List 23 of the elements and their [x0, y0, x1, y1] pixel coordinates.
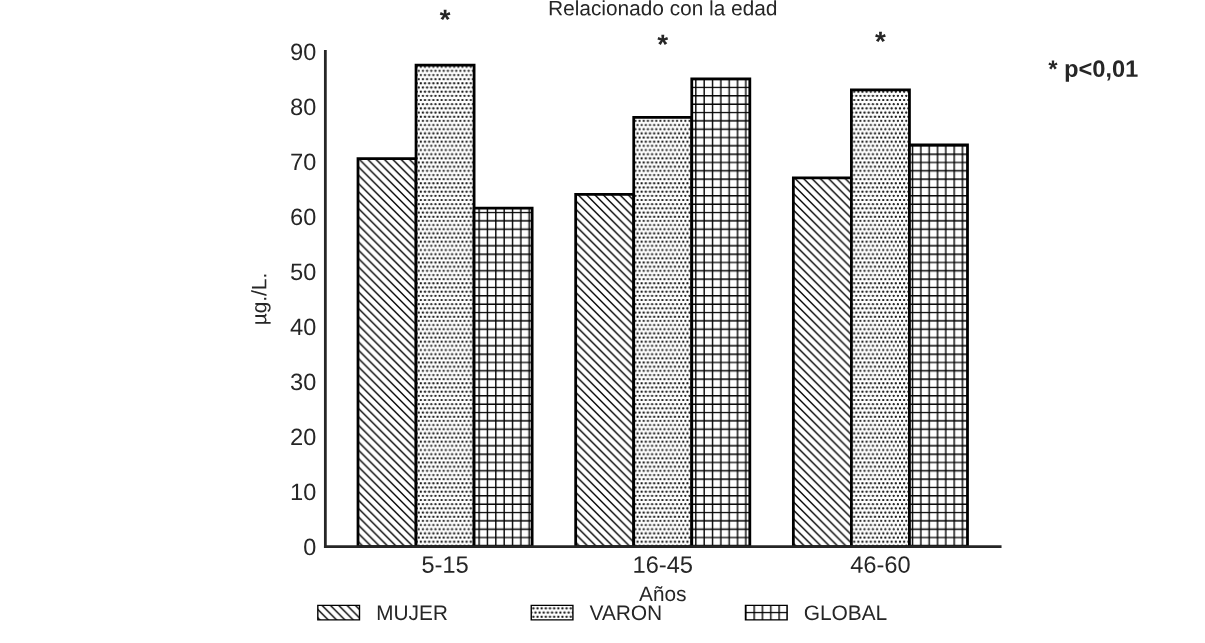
y-tick-label: 40 [290, 318, 316, 336]
legend-label: MUJER [377, 605, 447, 621]
x-tick-label: 5-15 [422, 556, 468, 573]
y-tick-label: 20 [291, 428, 316, 446]
x-tick-label: 46-60 [850, 556, 910, 573]
y-tick-label: 70 [291, 153, 316, 171]
text: * p<0,01 [1048, 60, 1138, 82]
text: * [657, 34, 669, 45]
y-tick-label: 90 [291, 43, 316, 61]
text: * [439, 9, 451, 21]
x-tick-label: 16-45 [634, 556, 692, 573]
y-tick-label: 0 [304, 538, 316, 556]
chart-title: Relacionado con la edad [549, 0, 777, 16]
legend-label: VARON [589, 605, 661, 621]
legend-label: GLOBAL [804, 605, 887, 621]
y-tick-label: 80 [291, 98, 316, 116]
y-tick-label: 10 [291, 483, 316, 501]
text: * [875, 31, 886, 43]
y-tick-label: 60 [291, 208, 316, 226]
y-tick-label: 50 [291, 263, 316, 281]
x-axis-title: Años [639, 586, 686, 602]
y-axis-title: µg./L. [251, 274, 271, 324]
y-tick-label: 30 [290, 373, 316, 391]
